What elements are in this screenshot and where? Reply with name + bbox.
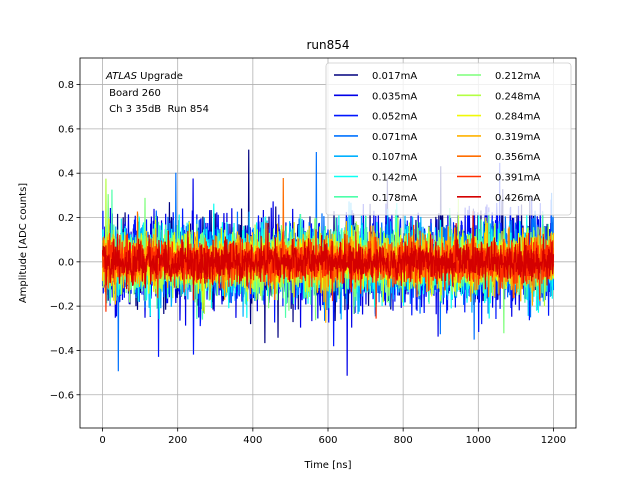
x-tick-label: 0 — [99, 435, 105, 446]
legend-label: 0.426mA — [495, 193, 540, 204]
legend-label: 0.248mA — [495, 91, 540, 102]
plot-area: 0 200 400 600 800 1000 1200 −0.6 −0.4 −0.2 0.0 0.2… — [50, 57, 577, 446]
x-axis-label: Time [ns] — [303, 460, 351, 471]
legend-item: 0.071mA — [334, 132, 417, 143]
y-tick-label: 0.4 — [58, 169, 74, 180]
y-tick-label: 0.6 — [58, 124, 74, 135]
legend-item: 0.212mA — [457, 71, 540, 82]
atlas-annotation: ATLAS Upgrade Board 260 Ch 3 35dB Run 85… — [105, 71, 209, 115]
legend-label: 0.071mA — [372, 132, 417, 143]
y-tick-label: 0.0 — [58, 257, 74, 268]
legend-label: 0.178mA — [372, 193, 417, 204]
legend-item: 0.035mA — [334, 91, 417, 102]
annotation-channel-run: Ch 3 35dB Run 854 — [106, 104, 209, 115]
legend-item: 0.391mA — [457, 173, 540, 184]
x-tick-label: 600 — [318, 435, 337, 446]
x-axis-ticks: 0 200 400 600 800 1000 1200 — [99, 428, 566, 446]
annotation-atlas: ATLAS — [105, 71, 138, 82]
annotation-upgrade: Upgrade — [137, 71, 183, 82]
legend-item: 0.017mA — [334, 71, 417, 82]
x-tick-label: 800 — [394, 435, 413, 446]
legend-label: 0.017mA — [372, 71, 417, 82]
y-tick-label: −0.6 — [50, 390, 74, 401]
legend-label: 0.284mA — [495, 112, 540, 123]
legend-item: 0.052mA — [334, 112, 417, 123]
x-tick-label: 200 — [168, 435, 187, 446]
legend-item: 0.284mA — [457, 112, 540, 123]
chart-title: run854 — [306, 38, 349, 52]
legend-box — [325, 62, 572, 216]
legend-item: 0.356mA — [457, 152, 540, 163]
legend-item: 0.107mA — [334, 152, 417, 163]
legend-item: 0.426mA — [457, 193, 540, 204]
legend-label: 0.052mA — [372, 112, 417, 123]
legend-item: 0.142mA — [334, 173, 417, 184]
y-tick-label: −0.4 — [50, 346, 74, 357]
annotation-line1: ATLAS Upgrade — [105, 71, 183, 82]
legend-label: 0.319mA — [495, 132, 540, 143]
annotation-board: Board 260 — [106, 88, 161, 99]
legend-item: 0.248mA — [457, 91, 540, 102]
legend-item: 0.178mA — [334, 193, 417, 204]
legend-label: 0.212mA — [495, 71, 540, 82]
y-tick-label: 0.8 — [58, 80, 74, 91]
legend-label: 0.107mA — [372, 152, 417, 163]
legend-label: 0.142mA — [372, 173, 417, 184]
x-tick-label: 1000 — [466, 435, 491, 446]
legend-label: 0.356mA — [495, 152, 540, 163]
x-tick-label: 1200 — [541, 435, 566, 446]
legend-label: 0.035mA — [372, 91, 417, 102]
y-tick-label: −0.2 — [50, 302, 74, 313]
legend-label: 0.391mA — [495, 173, 540, 184]
series-line-0.426mA — [101, 211, 555, 301]
series-layer — [101, 149, 555, 376]
y-axis-label: Amplitude [ADC counts] — [18, 183, 29, 303]
legend-item: 0.319mA — [457, 132, 540, 143]
y-axis-ticks: −0.6 −0.4 −0.2 0.0 0.2 0.4 0.6 0.8 — [50, 80, 80, 401]
y-tick-label: 0.2 — [58, 213, 74, 224]
legend: 0.017mA 0.035mA 0.052mA 0.071mA 0.107mA 0.142… — [325, 62, 572, 216]
x-tick-label: 400 — [243, 435, 262, 446]
